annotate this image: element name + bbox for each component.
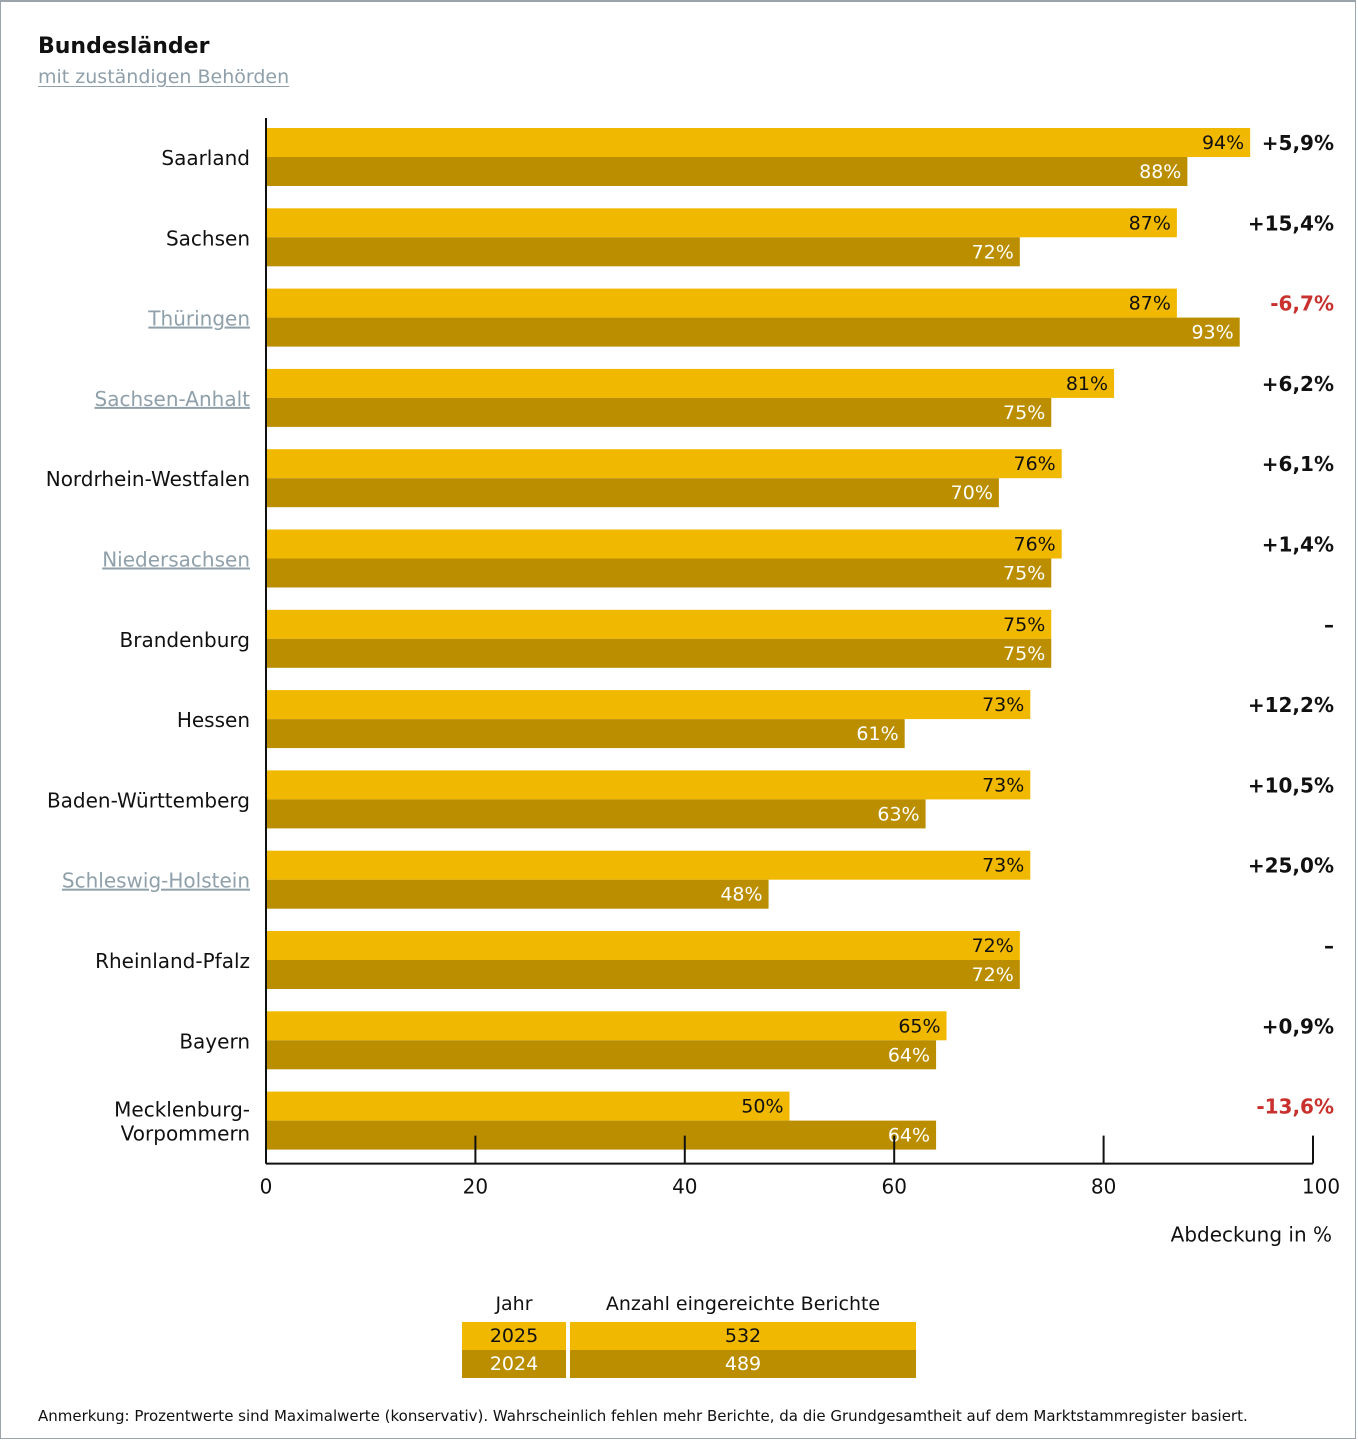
- bar-2024: [266, 799, 926, 829]
- bar-2024: [266, 960, 1020, 989]
- change-label: +0,9%: [1262, 1014, 1334, 1038]
- category-label: Saarland: [161, 146, 250, 170]
- bar-value-label-2024: 48%: [720, 884, 762, 906]
- change-label: –: [1324, 613, 1334, 637]
- bar-value-label-2025: 65%: [898, 1015, 940, 1037]
- bar-2024: [266, 1040, 937, 1070]
- change-label: +15,4%: [1248, 211, 1334, 235]
- x-tick-label: 40: [672, 1175, 697, 1199]
- bar-2024: [266, 157, 1188, 186]
- bar-2025: [266, 931, 1020, 960]
- bar-2024: [266, 397, 1052, 427]
- category-label: Vorpommern: [121, 1122, 250, 1146]
- bar-value-label-2025: 94%: [1202, 132, 1244, 154]
- change-label: +10,5%: [1248, 773, 1334, 797]
- bar-value-label-2025: 81%: [1066, 373, 1108, 395]
- change-label: –: [1324, 934, 1334, 958]
- change-label: +6,2%: [1262, 372, 1334, 396]
- bar-value-label-2025: 73%: [982, 694, 1024, 716]
- bar-value-label-2024: 93%: [1191, 322, 1233, 344]
- bar-value-label-2025: 50%: [741, 1096, 783, 1118]
- bar-value-label-2024: 72%: [972, 964, 1014, 986]
- bar-value-label-2025: 73%: [982, 774, 1024, 796]
- bar-2024: [266, 478, 999, 508]
- bar-value-label-2024: 64%: [888, 1125, 930, 1147]
- bar-2025: [266, 288, 1177, 318]
- change-label: +12,2%: [1248, 693, 1334, 717]
- category-label: Brandenburg: [120, 628, 251, 652]
- bar-2025: [266, 770, 1031, 800]
- bar-2025: [266, 208, 1177, 238]
- category-label: Hessen: [177, 708, 250, 732]
- category-label[interactable]: Schleswig-Holstein: [62, 869, 250, 893]
- bar-value-label-2025: 76%: [1013, 534, 1055, 556]
- x-tick-label: 60: [881, 1175, 906, 1199]
- legend-year-2025: 2025: [462, 1322, 566, 1350]
- change-label: -13,6%: [1256, 1095, 1334, 1119]
- legend-year-2024: 2024: [462, 1350, 566, 1378]
- bar-2024: [266, 638, 1052, 668]
- category-label[interactable]: Niedersachsen: [102, 548, 250, 572]
- legend-reports-2024: 489: [570, 1350, 916, 1378]
- bar-2025: [266, 609, 1052, 639]
- bar-2024: [266, 879, 769, 909]
- category-label: Mecklenburg-: [114, 1098, 250, 1122]
- change-label: +5,9%: [1262, 131, 1334, 155]
- bar-value-label-2024: 75%: [1003, 402, 1045, 424]
- bar-value-label-2024: 61%: [856, 723, 898, 745]
- chart-subtitle-link[interactable]: mit zuständigen Behörden: [38, 66, 290, 88]
- bar-value-label-2024: 70%: [951, 482, 993, 504]
- category-label: Baden-Württemberg: [47, 788, 250, 812]
- bar-2024: [266, 317, 1240, 347]
- bar-2025: [266, 449, 1062, 479]
- category-label: Bayern: [179, 1029, 250, 1053]
- bar-2025: [266, 850, 1031, 880]
- bar-2025: [266, 1091, 790, 1121]
- bar-2025: [266, 368, 1115, 398]
- legend-header-reports: Anzahl eingereichte Berichte: [605, 1293, 881, 1315]
- bar-value-label-2025: 87%: [1129, 212, 1171, 234]
- bar-value-label-2025: 76%: [1013, 453, 1055, 475]
- bar-2025: [266, 1011, 947, 1041]
- category-label: Rheinland-Pfalz: [95, 949, 250, 973]
- x-tick-label: 80: [1091, 1175, 1116, 1199]
- category-label: Nordrhein-Westfalen: [46, 467, 250, 491]
- bar-value-label-2025: 75%: [1003, 614, 1045, 636]
- category-label[interactable]: Sachsen-Anhalt: [95, 387, 251, 411]
- legend-header-year: Jahr: [495, 1293, 533, 1315]
- bar-value-label-2024: 63%: [877, 803, 919, 825]
- bar-2024: [266, 237, 1020, 267]
- category-label[interactable]: Thüringen: [147, 307, 250, 331]
- bar-2025: [266, 128, 1251, 157]
- chart-title: Bundesländer: [38, 34, 210, 59]
- bar-2024: [266, 1120, 937, 1150]
- category-label: Sachsen: [166, 226, 250, 250]
- bar-value-label-2025: 73%: [982, 855, 1024, 877]
- change-label: -6,7%: [1270, 292, 1334, 316]
- change-label: +6,1%: [1262, 452, 1334, 476]
- bar-value-label-2025: 72%: [972, 935, 1014, 957]
- bar-2025: [266, 690, 1031, 720]
- legend-reports-2025: 532: [570, 1322, 916, 1350]
- footnote: Anmerkung: Prozentwerte sind Maximalwert…: [38, 1407, 1248, 1425]
- x-tick-label: 0: [260, 1175, 273, 1199]
- bar-2025: [266, 529, 1062, 559]
- change-label: +25,0%: [1248, 854, 1334, 878]
- bar-2024: [266, 558, 1052, 588]
- x-tick-label: 100: [1302, 1175, 1340, 1199]
- bar-value-label-2024: 72%: [972, 241, 1014, 263]
- bar-value-label-2024: 75%: [1003, 563, 1045, 585]
- x-axis-title: Abdeckung in %: [1171, 1223, 1332, 1247]
- bar-chart: Saarland 94% 88% +5,9% Sachsen 87% 72% +15,4% Th…: [46, 118, 1340, 1247]
- bar-value-label-2024: 88%: [1139, 161, 1181, 183]
- bar-2024: [266, 719, 905, 749]
- bar-value-label-2025: 87%: [1129, 293, 1171, 315]
- x-tick-label: 20: [463, 1175, 488, 1199]
- bar-value-label-2024: 64%: [888, 1044, 930, 1066]
- change-label: +1,4%: [1262, 533, 1334, 557]
- bar-value-label-2024: 75%: [1003, 643, 1045, 665]
